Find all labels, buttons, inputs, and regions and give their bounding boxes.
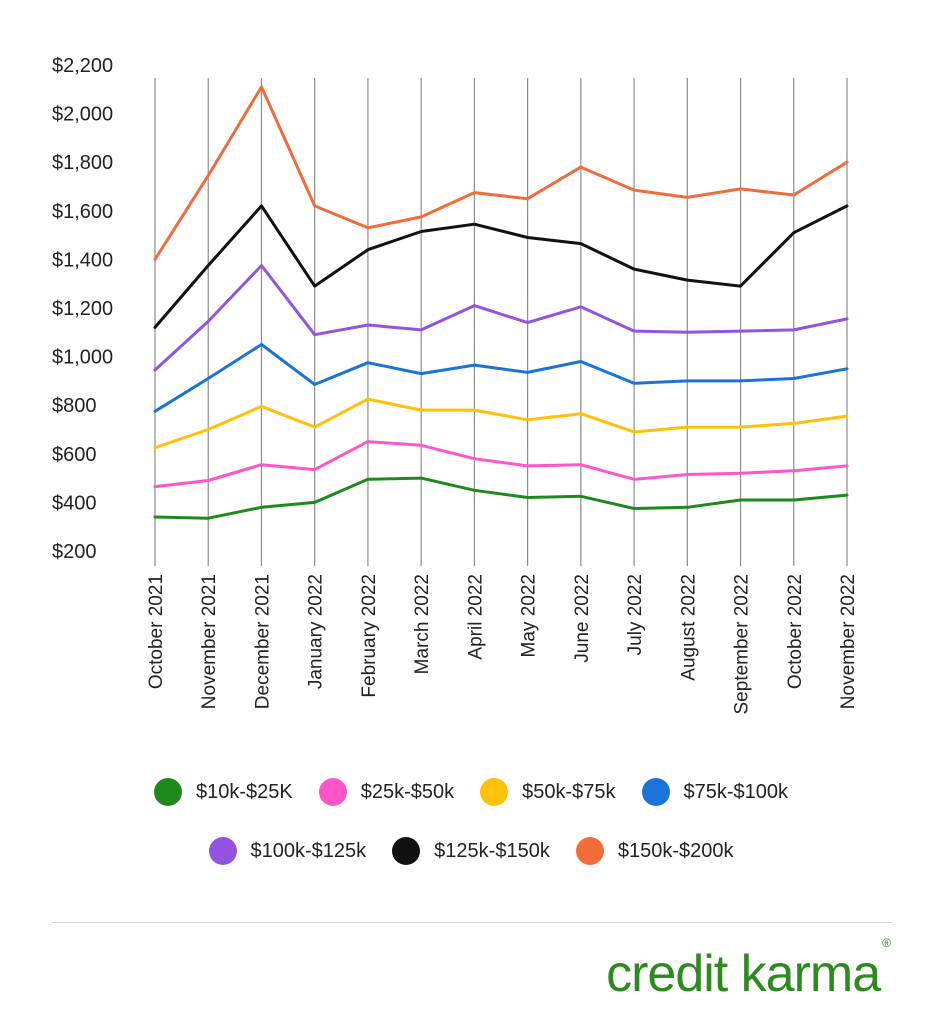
legend-swatch: [392, 837, 421, 865]
legend-item: $75k-$100k: [641, 778, 789, 806]
legend-item: $25k-$50k: [318, 778, 455, 806]
x-tick-label: December 2021: [252, 574, 273, 709]
y-tick-label: $1,800: [52, 152, 113, 174]
y-tick-label: $800: [52, 395, 97, 417]
legend-swatch: [575, 837, 604, 865]
series-line: [153, 85, 849, 261]
legend-item: $125k-$150k: [392, 837, 550, 865]
series-line: [153, 343, 849, 413]
legend-item: $50k-$75k: [480, 778, 616, 806]
x-tick-label: January 2022: [306, 574, 327, 689]
x-tick-label: July 2022: [625, 574, 646, 655]
legend-swatch: [480, 778, 509, 806]
y-tick-label: $2,200: [52, 55, 113, 77]
series-line: [153, 264, 849, 372]
legend-label: $150k-$200k: [617, 839, 734, 862]
legend-swatch: [318, 778, 347, 806]
x-tick-label: November 2021: [199, 574, 220, 709]
y-tick-label: $1,600: [52, 201, 113, 223]
series-lines: [153, 85, 849, 520]
x-axis: October 2021 November 2021 December 2021 Ja…: [146, 574, 859, 715]
legend-item: $150k-$200k: [575, 837, 734, 865]
x-tick-label: May 2022: [519, 574, 540, 657]
x-tick-label: October 2021: [146, 574, 167, 689]
y-axis: $200 $400 $600 $800 $1,000 $1,200 $1,400 $1,600…: [52, 55, 113, 563]
legend-item: $10k-$25K: [153, 778, 293, 806]
x-tick-label: March 2022: [412, 574, 433, 674]
legend-item: $100k-$125k: [208, 837, 367, 865]
y-tick-label: $1,000: [52, 347, 113, 369]
footer-divider: [52, 922, 892, 923]
x-tick-label: November 2022: [838, 574, 859, 709]
legend-row-2: $100k-$125k $125k-$150k $150k-$200k: [0, 837, 942, 865]
legend-swatch: [208, 837, 237, 865]
y-tick-label: $1,200: [52, 298, 113, 320]
x-tick-label: August 2022: [678, 574, 699, 681]
y-tick-label: $2,000: [52, 104, 113, 126]
credit-karma-logo: credit karma®: [606, 936, 891, 1004]
logo-text: credit karma: [606, 945, 881, 1003]
series-line: [153, 204, 849, 329]
x-tick-label: October 2022: [785, 574, 806, 689]
series-line: [153, 440, 849, 489]
legend-label: $50k-$75k: [522, 780, 616, 803]
legend-swatch: [641, 778, 670, 806]
legend-row-1: $10k-$25K $25k-$50k $50k-$75k $75k-$100k: [0, 778, 942, 806]
legend-label: $75k-$100k: [683, 780, 789, 803]
x-tick-label: September 2022: [732, 574, 753, 715]
x-tick-label: June 2022: [572, 574, 593, 663]
legend-label: $100k-$125k: [250, 839, 367, 862]
y-tick-label: $400: [52, 492, 97, 514]
line-chart: $200 $400 $600 $800 $1,000 $1,200 $1,400 $1,600…: [52, 55, 859, 715]
legend-label: $25k-$50k: [360, 780, 455, 803]
gridlines: [154, 78, 848, 566]
y-tick-label: $600: [52, 444, 97, 466]
legend-label: $10k-$25K: [195, 780, 293, 803]
legend-swatch: [153, 778, 182, 806]
x-tick-label: February 2022: [359, 574, 380, 698]
legend-label: $125k-$150k: [434, 839, 550, 862]
x-tick-label: April 2022: [465, 574, 486, 660]
series-line: [153, 397, 849, 450]
y-tick-label: $1,400: [52, 249, 113, 271]
series-line: [153, 476, 849, 520]
y-tick-label: $200: [52, 541, 97, 563]
registered-mark: ®: [882, 935, 891, 950]
